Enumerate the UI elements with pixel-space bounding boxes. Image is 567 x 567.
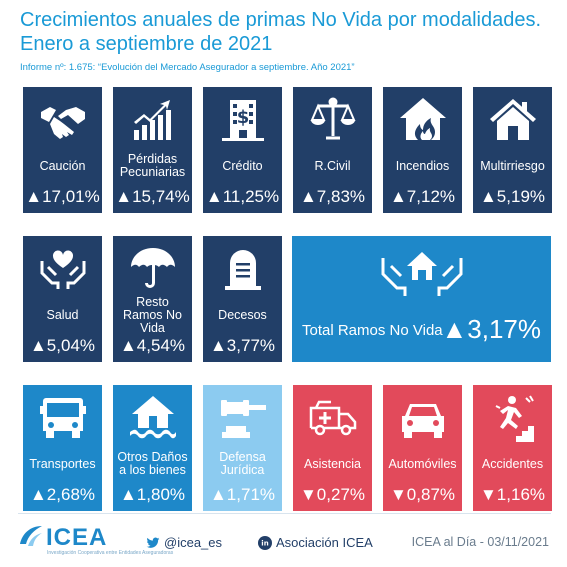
twitter-handle: @icea_es [164,535,223,550]
tile-label: Transportes [29,456,96,471]
tile-multirriesgo: Multirriesgo ▲5,19% [473,87,552,213]
title-line-1: Crecimientos anuales de primas No Vida p… [20,9,542,31]
linkedin-icon: in [258,535,272,550]
tile-label: Salud [46,307,79,322]
tile-label: Otros Daños a los bienes [117,450,188,477]
tile-label: Pérdidas Pecuniarias [119,152,186,179]
icea-logo-mark [20,526,42,546]
tile-decesos: Decesos ▲3,77% [203,236,282,362]
tile-value: ▲2,68% [29,485,96,504]
tile-value: ▲1,71% [209,485,276,504]
bank-building-icon: $ [203,89,282,149]
tile-value: ▲7,83% [299,187,366,206]
tile-accidentes: Accidentes ▼1,16% [473,385,552,511]
tile-value: ▲4,54% [119,336,186,355]
tile-value: ▲17,01% [25,187,100,206]
tile-transportes: Transportes ▲2,68% [23,385,102,511]
page-title: Crecimientos anuales de primas No Vida p… [20,8,550,56]
twitter-link[interactable]: @icea_es [146,535,222,550]
tile-resto-ramos: Resto Ramos No Vida ▲4,54% [113,236,192,362]
linkedin-link[interactable]: in Asociación ICEA [258,535,373,550]
tile-label: Accidentes [481,456,544,471]
logo-tagline: Investigación Cooperativa entre Entidade… [47,550,174,556]
tile-perdidas-pecuniarias: Pérdidas Pecuniarias ▲15,74% [113,87,192,213]
hands-heart-icon [23,238,102,298]
tile-value: ▲3,77% [209,336,276,355]
tile-credito: $ Crédito ▲11,25% [203,87,282,213]
tile-label: Crédito [222,158,263,173]
total-label: Total Ramos No Vida [302,322,443,339]
tile-value: ▼0,27% [299,485,366,504]
total-value: ▲3,17% [441,314,541,344]
gavel-icon [203,387,282,447]
tombstone-icon [203,238,282,298]
svg-text:in: in [261,539,268,547]
tile-automoviles: Automóviles ▼0,87% [383,385,462,511]
growth-chart-icon [113,89,192,149]
tile-caucion: Caución ▲17,01% [23,87,102,213]
scales-icon [293,89,372,149]
flooded-house-icon [113,387,192,447]
tile-value: ▲1,80% [119,485,186,504]
linkedin-name: Asociación ICEA [276,535,373,550]
bus-icon [23,387,102,447]
tile-label: Automóviles [388,456,457,471]
car-icon [383,387,462,447]
ambulance-icon [293,387,372,447]
falling-person-icon [473,387,552,447]
tile-label: R.Civil [314,158,351,173]
tile-otros-danos: Otros Daños a los bienes ▲1,80% [113,385,192,511]
tile-label: Caución [39,158,86,173]
umbrella-icon [113,238,192,298]
tile-value: ▲7,12% [389,187,456,206]
tile-label: Multirriesgo [480,158,545,173]
tile-value: ▲5,19% [479,187,546,206]
title-line-2: Enero a septiembre de 2021 [20,33,273,55]
house-fire-icon [383,89,462,149]
tile-label: Asistencia [304,456,361,471]
footer-divider [18,513,551,514]
tile-value: ▼0,87% [389,485,456,504]
tile-total-ramos-no-vida: Total Ramos No Vida ▲3,17% [292,236,551,362]
tile-value: ▼1,16% [479,485,546,504]
house-icon [473,89,552,149]
tile-label: Resto Ramos No Vida [122,294,183,335]
tile-value: ▲11,25% [205,187,280,206]
hands-house-icon [292,242,551,302]
tile-asistencia: Asistencia ▼0,27% [293,385,372,511]
twitter-icon [146,537,160,548]
tile-label: Incendios [395,158,450,173]
tile-value: ▲5,04% [29,336,96,355]
tile-defensa-juridica: Defensa Jurídica ▲1,71% [203,385,282,511]
tile-incendios: Incendios ▲7,12% [383,87,462,213]
tile-label: Decesos [218,307,267,322]
logo-name: ICEA [46,524,108,551]
icea-logo[interactable]: ICEA Investigación Cooperativa entre Ent… [16,522,173,562]
publication-date: ICEA al Día - 03/11/2021 [411,535,549,549]
tile-r-civil: R.Civil ▲7,83% [293,87,372,213]
svg-text:$: $ [236,107,249,128]
tile-value: ▲15,74% [115,187,190,206]
report-subtitle: Informe nº: 1.675: “Evolución del Mercad… [20,62,355,73]
handshake-icon [23,89,102,149]
tile-label: Defensa Jurídica [219,450,266,477]
tile-salud: Salud ▲5,04% [23,236,102,362]
